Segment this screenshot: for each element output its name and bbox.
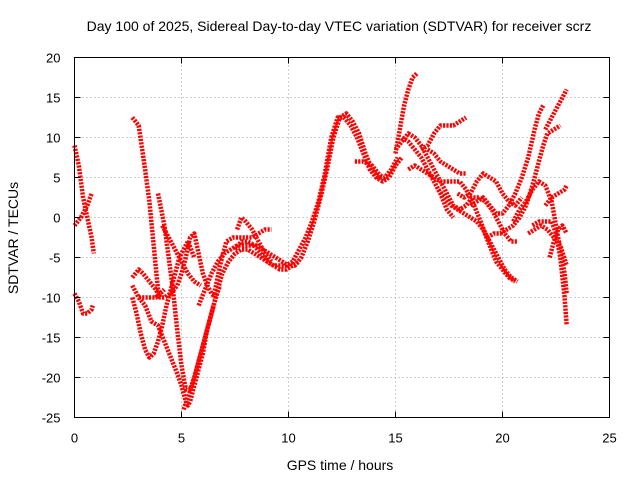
y-tick-label: 10: [46, 131, 60, 146]
series-line-13: [211, 227, 272, 298]
series-line-6: [130, 239, 197, 360]
y-tick-label: 20: [46, 51, 60, 66]
series-line-28: [511, 179, 569, 294]
y-tick-label: 0: [53, 211, 60, 226]
grid-lines: [74, 57, 610, 418]
x-tick-label: 25: [602, 431, 616, 446]
series-line-2: [72, 192, 94, 227]
y-tick-label: -15: [42, 331, 61, 346]
chart-title: Day 100 of 2025, Sidereal Day-to-day VTE…: [87, 18, 592, 34]
series-line-14: [233, 239, 301, 272]
series-line-18: [393, 131, 518, 244]
series-line-16: [354, 159, 385, 180]
series-line-7: [130, 231, 218, 300]
plot-frame: [74, 57, 610, 418]
series-line-25: [469, 104, 546, 216]
y-tick-label: -10: [42, 291, 61, 306]
series-line-21: [420, 115, 468, 152]
y-tick-label: 15: [46, 91, 60, 106]
series-line-15: [234, 215, 274, 263]
series-line-19: [400, 135, 456, 219]
x-tick-label: 20: [495, 431, 509, 446]
y-tick-label: -5: [49, 251, 61, 266]
x-tick-label: 15: [388, 431, 402, 446]
axis-ticks: 0 5 10 15 20 25 -25 -20 -15 -10 -5 0 5 10 15 20: [42, 51, 617, 446]
x-tick-label: 0: [71, 431, 78, 446]
x-axis-label: GPS time / hours: [287, 457, 394, 473]
data-series-group: [72, 71, 569, 411]
x-tick-label: 5: [178, 431, 185, 446]
series-line-26: [486, 123, 562, 240]
series-line-3: [72, 292, 95, 316]
series-line-23: [436, 188, 517, 284]
series-line-10: [160, 224, 202, 288]
series-line-20: [407, 163, 519, 284]
series-line-9: [155, 193, 216, 392]
series-line-30: [543, 88, 569, 131]
series-line-32: [547, 223, 569, 259]
y-tick-label: -25: [42, 411, 61, 426]
series-line-5: [130, 284, 166, 300]
series-line-22: [426, 147, 467, 176]
y-tick-label: 5: [53, 171, 60, 186]
y-axis-label: SDTVAR / TECUs: [5, 182, 21, 294]
series-line-17: [393, 71, 419, 154]
y-tick-label: -20: [42, 371, 61, 386]
series-line-27: [527, 223, 569, 267]
series-line-31: [543, 184, 569, 207]
series-line-29: [531, 219, 569, 326]
x-tick-label: 10: [281, 431, 295, 446]
series-line-12: [196, 111, 400, 307]
